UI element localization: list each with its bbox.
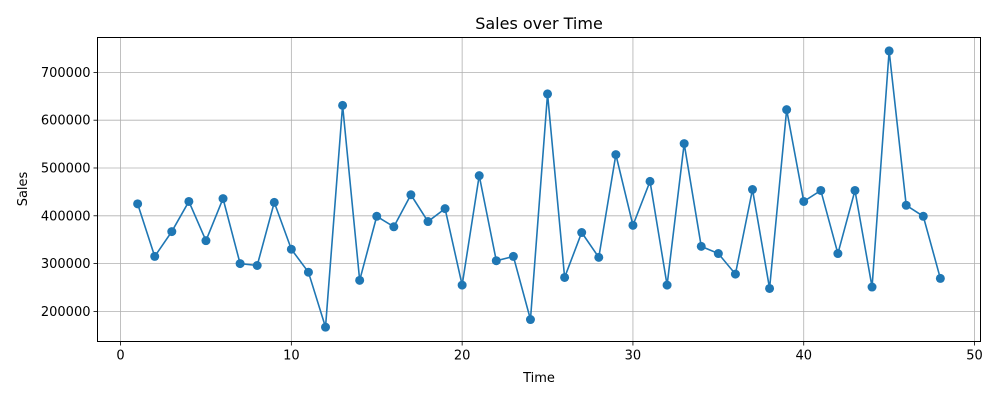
data-point	[662, 280, 672, 290]
data-point	[730, 269, 740, 279]
data-point	[543, 89, 553, 99]
data-point	[679, 139, 689, 149]
x-tick-label: 0	[116, 349, 124, 364]
data-point	[850, 185, 860, 195]
data-point	[696, 241, 706, 251]
data-point	[474, 171, 484, 181]
data-point	[901, 200, 911, 210]
data-point	[713, 249, 723, 259]
data-point	[560, 272, 570, 282]
data-point	[867, 282, 877, 292]
data-point	[355, 275, 365, 285]
data-point	[508, 251, 518, 261]
data-point	[440, 204, 450, 214]
data-point	[269, 197, 279, 207]
data-point	[935, 273, 945, 283]
data-point	[833, 249, 843, 259]
data-point	[338, 100, 348, 110]
data-point	[577, 228, 587, 238]
data-point	[252, 261, 262, 270]
x-tick-label: 30	[625, 349, 642, 364]
x-tick-label: 40	[795, 349, 812, 364]
x-axis-label: Time	[522, 371, 555, 386]
data-point	[167, 227, 177, 237]
data-point	[918, 211, 928, 221]
x-tick-label: 50	[966, 349, 983, 364]
data-point	[457, 280, 467, 290]
data-point	[235, 259, 245, 269]
data-point	[201, 236, 211, 246]
data-point	[765, 283, 775, 293]
data-point	[782, 105, 792, 115]
data-point	[645, 176, 655, 186]
data-point	[628, 220, 638, 230]
data-point	[286, 244, 296, 254]
y-axis: 200000 300000 400000 500000 600000 700000	[41, 66, 98, 320]
data-point	[611, 150, 621, 160]
data-point	[372, 211, 382, 221]
data-point	[423, 217, 433, 227]
data-point	[525, 315, 535, 325]
data-point	[406, 190, 416, 200]
data-point	[389, 222, 399, 232]
data-point	[303, 267, 313, 277]
plot-area-frame	[97, 37, 981, 342]
y-tick-label: 200000	[41, 305, 91, 320]
y-axis-label: Sales	[16, 171, 31, 206]
data-point	[150, 251, 160, 261]
data-point	[218, 194, 228, 204]
y-tick-label: 500000	[41, 161, 91, 176]
sales-series-markers	[133, 46, 945, 332]
chart-title: Sales over Time	[475, 14, 603, 33]
data-point	[799, 196, 809, 206]
data-point	[133, 199, 143, 209]
y-tick-label: 300000	[41, 257, 91, 272]
data-point	[816, 185, 826, 195]
data-point	[884, 46, 894, 56]
y-tick-label: 400000	[41, 209, 91, 224]
data-point	[321, 322, 331, 332]
data-point	[491, 256, 501, 266]
x-tick-label: 10	[283, 349, 300, 364]
x-axis: 0 10 20 30 40 50	[116, 341, 983, 364]
grid-lines	[97, 37, 981, 342]
x-tick-label: 20	[454, 349, 471, 364]
data-point	[747, 185, 757, 194]
data-point	[184, 196, 194, 206]
y-tick-label: 600000	[41, 114, 91, 129]
y-tick-label: 700000	[41, 66, 91, 81]
data-point	[594, 252, 604, 262]
